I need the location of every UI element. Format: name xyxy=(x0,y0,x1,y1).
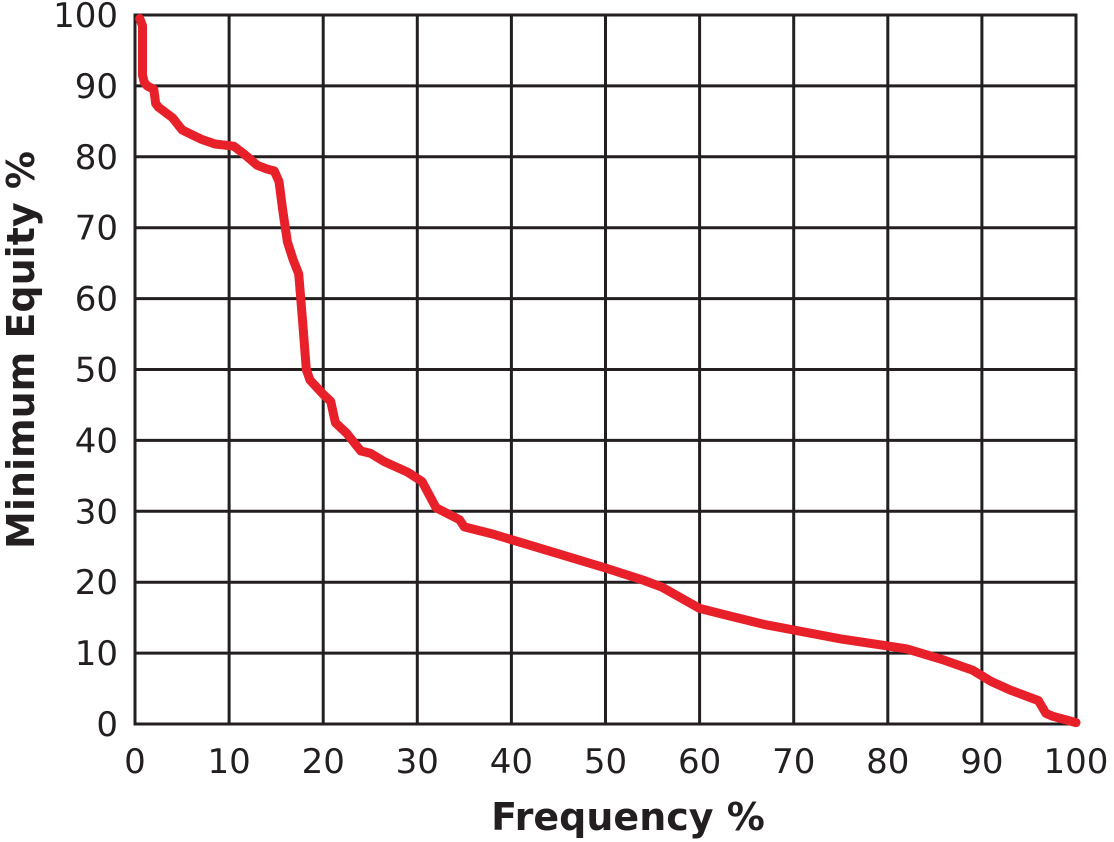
plot-frame xyxy=(133,13,1078,726)
y-axis-title: Minimum Equity % xyxy=(0,151,43,549)
x-tick-label: 70 xyxy=(772,742,815,782)
y-tick-label: 0 xyxy=(96,705,118,745)
y-tick-label: 10 xyxy=(75,634,118,674)
y-tick-label: 30 xyxy=(75,492,118,532)
y-tick-labels: 0 10 20 30 40 50 60 70 80 90 100 xyxy=(53,0,118,745)
x-tick-label: 20 xyxy=(302,742,345,782)
x-axis-title: Frequency % xyxy=(491,795,765,839)
y-tick-label: 60 xyxy=(75,280,118,320)
x-tick-label: 30 xyxy=(396,742,439,782)
x-tick-label: 100 xyxy=(1044,742,1109,782)
x-tick-label: 50 xyxy=(584,742,627,782)
y-tick-label: 20 xyxy=(75,563,118,603)
x-tick-label: 0 xyxy=(124,742,146,782)
x-tick-labels: 0 10 20 30 40 50 60 70 80 90 100 xyxy=(124,742,1108,782)
y-tick-label: 40 xyxy=(75,421,118,461)
x-tick-label: 10 xyxy=(207,742,250,782)
y-tick-label: 100 xyxy=(53,0,118,36)
grid-lines xyxy=(133,13,1078,726)
x-tick-label: 60 xyxy=(678,742,721,782)
series-line-0 xyxy=(135,14,1081,728)
y-tick-label: 90 xyxy=(75,67,118,107)
y-tick-label: 50 xyxy=(75,351,118,391)
x-tick-label: 80 xyxy=(866,742,909,782)
series-layer xyxy=(135,14,1081,728)
y-tick-label: 80 xyxy=(75,138,118,178)
y-tick-label: 70 xyxy=(75,209,118,249)
x-tick-label: 90 xyxy=(960,742,1003,782)
x-tick-label: 40 xyxy=(490,742,533,782)
